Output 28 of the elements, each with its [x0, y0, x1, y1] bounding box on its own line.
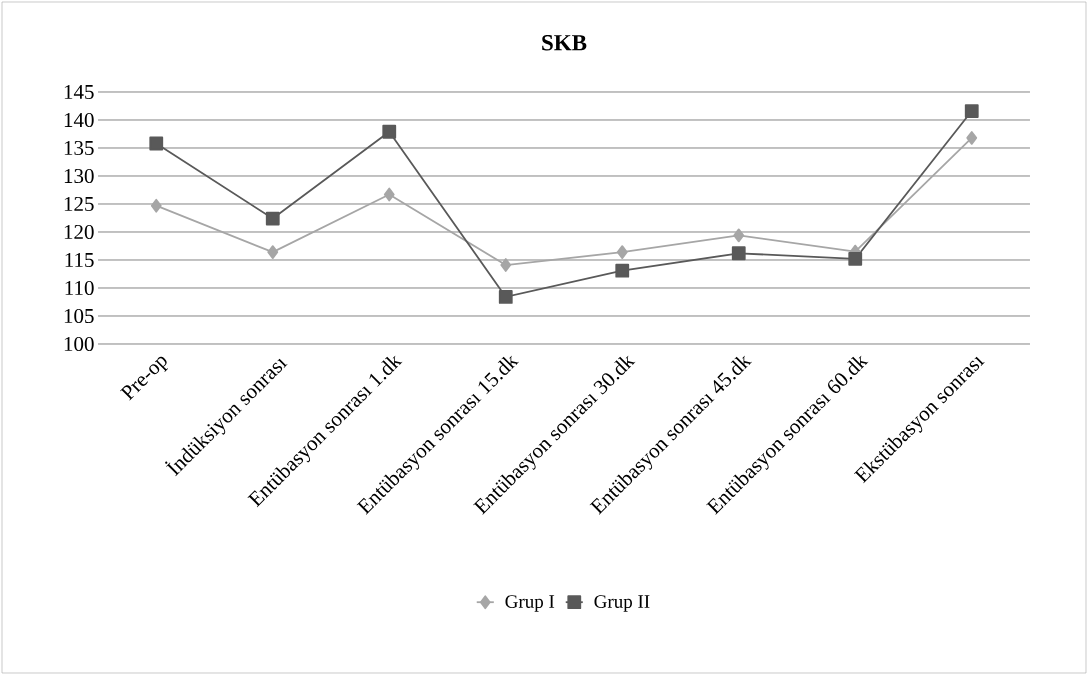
point — [733, 228, 745, 243]
point — [498, 290, 513, 304]
y-tick-label: 105 — [64, 308, 94, 324]
point — [848, 251, 863, 266]
chart-title: SKB — [542, 35, 587, 51]
y-tick-label: 140 — [64, 112, 94, 128]
point — [267, 245, 279, 260]
legend-label: Grup I — [505, 595, 555, 612]
point — [966, 131, 978, 145]
y-tick-label: 145 — [64, 84, 94, 100]
point — [150, 198, 162, 213]
y-tick-label: 100 — [64, 336, 94, 352]
point — [149, 136, 164, 151]
y-tick-label: 115 — [65, 252, 94, 268]
y-tick-label: 135 — [64, 140, 94, 156]
y-tick-label: 120 — [64, 224, 94, 240]
point — [383, 187, 395, 202]
point — [964, 104, 979, 118]
point — [500, 258, 512, 272]
y-tick-label: 110 — [65, 280, 94, 296]
y-tick-label: 125 — [64, 196, 94, 212]
point — [382, 124, 397, 139]
legend-label: Grup II — [594, 595, 650, 612]
point — [265, 211, 280, 226]
point — [616, 245, 628, 260]
point — [731, 246, 746, 261]
y-tick-label: 130 — [64, 168, 94, 184]
point — [615, 263, 630, 278]
